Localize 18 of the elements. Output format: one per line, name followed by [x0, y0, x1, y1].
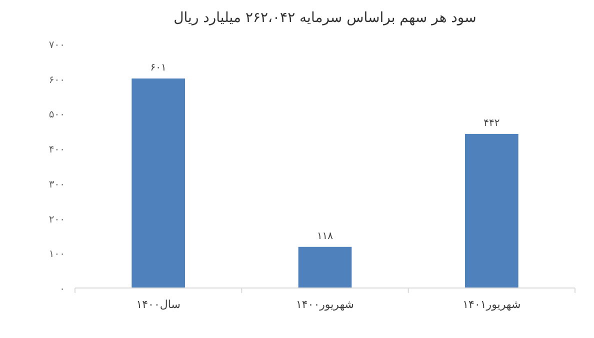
chart-title: سود هر سهم براساس سرمایه ۲۶۲،۰۴۲ میلیارد ریال — [174, 10, 476, 26]
bar — [132, 78, 185, 288]
bar — [298, 246, 352, 288]
data-label: ۴۴۲ — [484, 118, 500, 129]
bar — [465, 134, 518, 288]
x-tick-label: شهریور۱۴۰۰ — [296, 298, 354, 311]
y-tick-label: ۵۰۰ — [48, 110, 65, 121]
y-tick-label: ۶۰۰ — [48, 74, 65, 86]
y-tick-label: ۳۰۰ — [48, 179, 65, 190]
y-tick-label: ۱۰۰ — [48, 249, 65, 260]
y-tick-label: ۷۰۰ — [48, 40, 65, 51]
y-tick-label: ۴۰۰ — [48, 144, 65, 156]
data-label: ۶۰۱ — [150, 62, 166, 74]
y-tick-label: ۲۰۰ — [48, 214, 65, 226]
x-tick-label: شهریور۱۴۰۱ — [462, 298, 521, 311]
x-tick-label: سال۱۴۰۰ — [136, 298, 180, 311]
data-label: ۱۱۸ — [316, 230, 334, 242]
y-tick-label: ۰ — [60, 284, 65, 295]
